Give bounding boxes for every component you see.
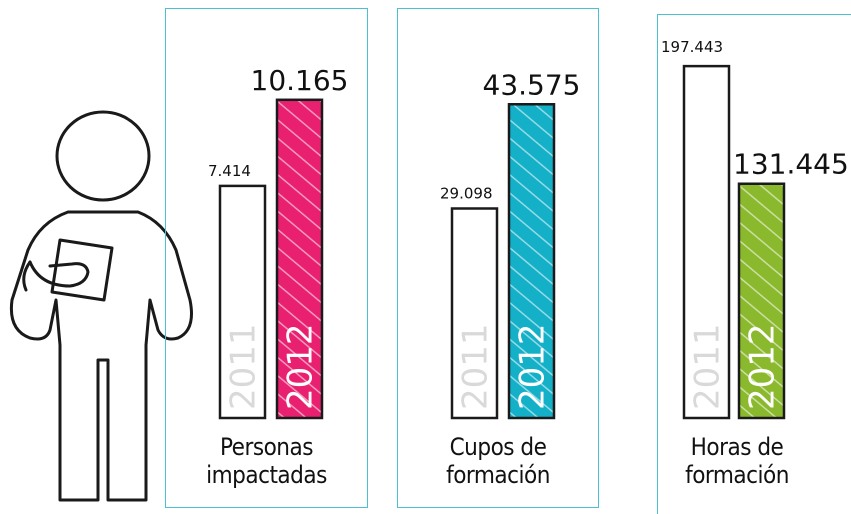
- panel-cupos-de-formacion: [397, 8, 599, 508]
- bar-value-label-personas-impactadas-2012: 10.165: [251, 64, 349, 97]
- panel-horas-de-formacion: [657, 14, 851, 514]
- bar-value-label-cupos-de-formacion-2012: 43.575: [483, 68, 581, 101]
- bar-personas-impactadas-2012: [275, 98, 324, 420]
- bar-year-label-horas-de-formacion-2012: 2012: [743, 323, 783, 410]
- caption-horas-de-formacion: Horas de formación: [685, 433, 789, 489]
- bar-value-label-horas-de-formacion-2012: 131.445: [733, 148, 849, 181]
- chart-horas-de-formacion: 2011 197.443 2012 131.445: [661, 38, 849, 420]
- document-icon: [50, 238, 114, 302]
- bar-horas-de-formacion-2012: [737, 182, 786, 420]
- bar-personas-impactadas-2011: [218, 184, 267, 420]
- bar-horas-de-formacion-2011: [682, 64, 731, 420]
- chart-cupos-de-formacion: 2011 29.098 2012 43.575: [440, 68, 581, 420]
- bar-year-label-personas-impactadas-2011: 2011: [224, 323, 264, 410]
- person-head: [55, 110, 151, 202]
- caption-personas-impactadas: Personas impactadas: [206, 433, 327, 489]
- panel-personas-impactadas: [165, 8, 368, 508]
- bar-value-label-personas-impactadas-2011: 7.414: [208, 162, 251, 180]
- chart-personas-impactadas: 2011 7.414 2012 10.165: [208, 64, 349, 420]
- bar-year-label-cupos-de-formacion-2012: 2012: [513, 323, 553, 410]
- bar-year-label-cupos-de-formacion-2011: 2011: [456, 323, 496, 410]
- bar-cupos-de-formacion-2011: [450, 207, 499, 420]
- person-arm: [28, 260, 90, 288]
- bar-year-label-personas-impactadas-2012: 2012: [281, 323, 321, 410]
- bar-value-label-cupos-de-formacion-2011: 29.098: [440, 184, 493, 202]
- bar-value-label-horas-de-formacion-2011: 197.443: [661, 38, 723, 56]
- bar-year-label-horas-de-formacion-2011: 2011: [688, 323, 728, 410]
- bar-cupos-de-formacion-2012: [507, 103, 556, 420]
- person-body: [9, 210, 193, 502]
- caption-cupos-de-formacion: Cupos de formación: [446, 433, 550, 489]
- person-holding-document-illustration: [9, 110, 193, 502]
